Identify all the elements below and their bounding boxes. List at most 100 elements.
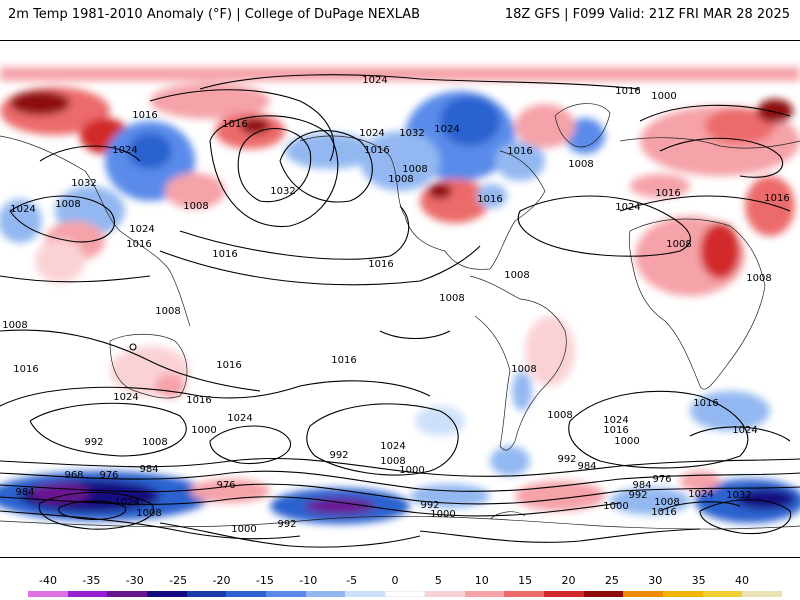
isobar-label: 1008	[568, 159, 593, 170]
isobar-label: 1008	[2, 320, 27, 331]
colorbar-swatch	[186, 591, 227, 597]
isobar-label: 1016	[507, 146, 532, 157]
coastlines	[0, 103, 800, 530]
isobar-label: 1016	[603, 425, 628, 436]
colorbar-swatch	[583, 591, 624, 597]
isobar-label: 992	[84, 437, 103, 448]
isobar-label: 1008	[504, 270, 529, 281]
anomaly-shading	[0, 67, 800, 524]
isobar-label: 976	[652, 474, 671, 485]
isobar-label: 992	[277, 519, 296, 530]
isobar-label: 1016	[13, 364, 38, 375]
colorbar-swatch	[385, 591, 426, 597]
colorbar-swatch	[28, 591, 69, 597]
isobar-label: 1008	[547, 410, 572, 421]
isobar-label: 1000	[651, 91, 676, 102]
isobar-label: 1016	[651, 507, 676, 518]
isobar-label: 1024	[688, 489, 713, 500]
colorbar-tick-label: 20	[561, 574, 576, 587]
isobar-label: 1016	[693, 398, 718, 409]
isobar-label: 1032	[71, 178, 96, 189]
isobar-label: 1016	[126, 239, 151, 250]
isobar-label: 1024	[615, 202, 640, 213]
isobar-label: 1000	[191, 425, 216, 436]
colorbar-swatch	[424, 591, 465, 597]
colorbar-swatch	[305, 591, 346, 597]
colorbar-swatch	[147, 591, 188, 597]
colorbar-tick-label: -40	[39, 574, 57, 587]
colorbar-swatch	[702, 591, 743, 597]
isobar-label: 1016	[655, 188, 680, 199]
colorbar-tick-label: 0	[391, 574, 399, 587]
colorbar-tick-label: -20	[212, 574, 231, 587]
colorbar-tick-label: 10	[474, 574, 489, 587]
colorbar-swatch	[623, 591, 664, 597]
colorbar-swatch	[742, 591, 783, 597]
header: 2m Temp 1981-2010 Anomaly (°F) | College…	[0, 0, 800, 30]
isobar-label: 1024	[112, 145, 137, 156]
colorbar-swatch	[226, 591, 267, 597]
colorbar-tick-label: 25	[604, 574, 619, 587]
isobar-label: 1008	[402, 164, 427, 175]
isobar-label: 1000	[231, 524, 256, 535]
isobar-label: 1000	[603, 501, 628, 512]
isobar-label: 1016	[615, 86, 640, 97]
isobar-label: 1024	[434, 124, 459, 135]
isobar-label: 1024	[227, 413, 252, 424]
isobar-label: 1024	[129, 224, 154, 235]
colorbar-swatch	[662, 591, 704, 597]
isobar-label: 1032	[399, 128, 424, 139]
isobar-label: 1016	[764, 193, 789, 204]
isobar-label: 1008	[380, 456, 405, 467]
isobar-label: 1008	[55, 199, 80, 210]
isobar-label: 1008	[183, 201, 208, 212]
colorbar-tick-label: 15	[518, 574, 533, 587]
isobar-label: 1008	[388, 174, 413, 185]
colorbar-legend: -40 -35 -30 -25 -20 -15 -10 -5 0 5 10 15 20 25 30 35 40	[0, 570, 800, 600]
colorbar-tick-label: -35	[82, 574, 101, 587]
isobar-label: 984	[577, 461, 596, 472]
isobar-label: 1000	[399, 465, 424, 476]
isobar-label: 1016	[331, 355, 356, 366]
isobar-label: 1008	[654, 497, 679, 508]
isobar-label: 1016	[132, 110, 157, 121]
isobar-label: 1016	[212, 249, 237, 260]
isobar-label: 1024	[380, 441, 405, 452]
isobar-label: 1024	[10, 204, 35, 215]
isobar-label: 1008	[439, 293, 464, 304]
isobar-label: 1024	[732, 425, 757, 436]
isobar-label: 1016	[368, 259, 393, 270]
isobar-label: 1024	[603, 415, 628, 426]
map-title: 2m Temp 1981-2010 Anomaly (°F) | College…	[8, 7, 421, 22]
colorbar-tick-label: -10	[299, 574, 318, 587]
map-panel: 1024 1016 1000 1016 1016 1024 1032 1024 1016 1016…	[0, 40, 800, 558]
isobar-label: 992	[557, 454, 576, 465]
colorbar-tick-label: -5	[346, 574, 358, 587]
isobar-label: 1024	[114, 497, 139, 508]
isobar-label: 1016	[364, 145, 389, 156]
isobar-label: 984	[15, 487, 34, 498]
colorbar-swatch	[345, 591, 386, 597]
model-run-info: 18Z GFS | F099 Valid: 21Z FRI MAR 28 202…	[504, 7, 790, 22]
colorbar-tick-label: 5	[434, 574, 442, 587]
isobar-label: 1008	[511, 364, 536, 375]
isobar-label: 1024	[362, 75, 387, 86]
isobar-label: 1016	[477, 194, 502, 205]
isobar-label: 1032	[270, 186, 295, 197]
colorbar-swatch	[464, 591, 505, 597]
isobar-label: 1008	[666, 239, 691, 250]
isobar-label: 1024	[359, 128, 384, 139]
isobar-label: 1016	[216, 360, 241, 371]
isobar-label: 984	[139, 464, 158, 475]
colorbar-tick-label: 35	[691, 574, 706, 587]
colorbar-swatch	[504, 591, 545, 597]
isobar-label: 1032	[726, 490, 751, 501]
isobar-label: 1016	[186, 395, 211, 406]
isobar-label: 992	[420, 500, 439, 511]
isobar-label: 992	[628, 490, 647, 501]
isobar-label: 976	[216, 480, 235, 491]
isobars	[0, 74, 800, 548]
colorbar-tick-label: 40	[735, 574, 749, 587]
colorbar-tick-label: -30	[125, 574, 144, 587]
